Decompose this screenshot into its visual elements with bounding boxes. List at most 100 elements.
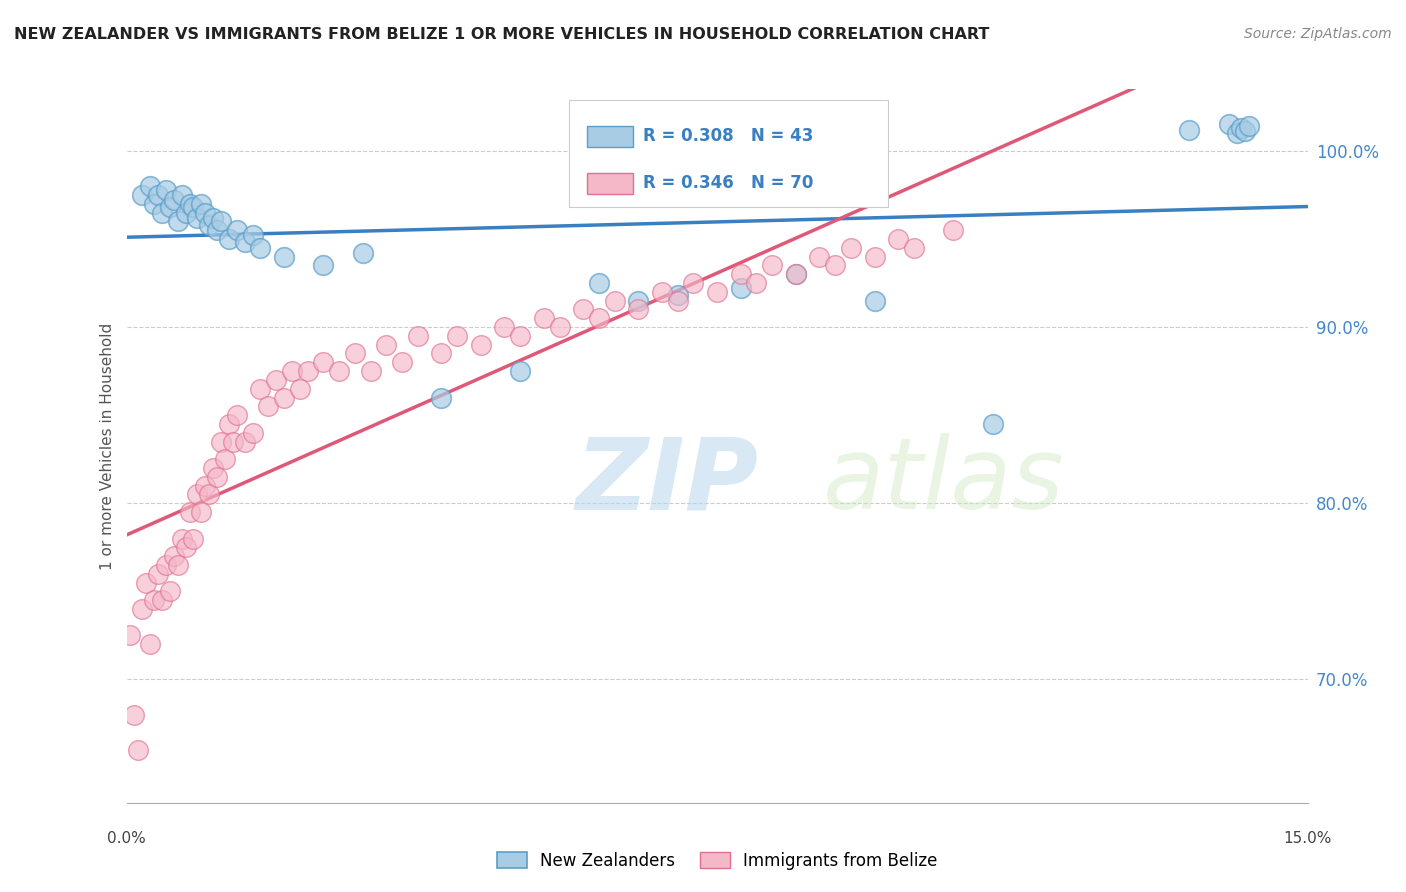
Point	[682, 276, 704, 290]
Point	[603, 293, 626, 308]
Point	[150, 593, 173, 607]
Point	[1218, 118, 1240, 132]
Point	[391, 355, 413, 369]
Point	[163, 549, 186, 563]
Point	[785, 267, 807, 281]
Point	[170, 188, 193, 202]
Point	[1229, 120, 1251, 135]
FancyBboxPatch shape	[588, 126, 633, 147]
Point	[209, 434, 232, 449]
Point	[131, 188, 153, 202]
Point	[242, 425, 264, 440]
Point	[225, 408, 247, 422]
Point	[155, 558, 177, 572]
Point	[863, 250, 886, 264]
Point	[533, 311, 555, 326]
Point	[706, 285, 728, 299]
Point	[824, 259, 846, 273]
Point	[124, 707, 146, 722]
Point	[281, 364, 304, 378]
Point	[202, 211, 225, 225]
Text: Source: ZipAtlas.com: Source: ZipAtlas.com	[1244, 27, 1392, 41]
Point	[627, 302, 650, 317]
Point	[312, 355, 335, 369]
Text: R = 0.346   N = 70: R = 0.346 N = 70	[643, 175, 813, 193]
Point	[406, 329, 429, 343]
Point	[222, 434, 245, 449]
Point	[730, 267, 752, 281]
Point	[166, 214, 188, 228]
Point	[903, 241, 925, 255]
Point	[233, 235, 256, 250]
Point	[249, 382, 271, 396]
Point	[174, 205, 197, 219]
Point	[194, 205, 217, 219]
Point	[159, 584, 181, 599]
Point	[249, 241, 271, 255]
Point	[312, 259, 335, 273]
Point	[139, 179, 162, 194]
Point	[242, 228, 264, 243]
Point	[131, 602, 153, 616]
Point	[494, 320, 516, 334]
Point	[190, 196, 212, 211]
Point	[198, 487, 221, 501]
Point	[150, 205, 173, 219]
Point	[170, 532, 193, 546]
Point	[127, 743, 149, 757]
Point	[233, 434, 256, 449]
Point	[218, 232, 240, 246]
Point	[942, 223, 965, 237]
Point	[146, 188, 169, 202]
Point	[588, 311, 610, 326]
Point	[194, 478, 217, 492]
Point	[183, 200, 205, 214]
Point	[761, 259, 783, 273]
Text: 0.0%: 0.0%	[107, 831, 146, 846]
Point	[186, 487, 208, 501]
Point	[190, 505, 212, 519]
Point	[179, 505, 201, 519]
Point	[651, 285, 673, 299]
Point	[808, 250, 831, 264]
Point	[288, 382, 311, 396]
Point	[509, 329, 531, 343]
Point	[155, 183, 177, 197]
Point	[1178, 122, 1201, 136]
Point	[257, 400, 280, 414]
Point	[183, 532, 205, 546]
Text: 15.0%: 15.0%	[1284, 831, 1331, 846]
Point	[297, 364, 319, 378]
Legend: New Zealanders, Immigrants from Belize: New Zealanders, Immigrants from Belize	[489, 846, 945, 877]
Point	[273, 391, 295, 405]
Point	[264, 373, 287, 387]
Point	[163, 193, 186, 207]
Point	[360, 364, 382, 378]
Point	[981, 417, 1004, 431]
Point	[139, 637, 162, 651]
Point	[159, 200, 181, 214]
Point	[166, 558, 188, 572]
Point	[328, 364, 350, 378]
Point	[146, 566, 169, 581]
Point	[186, 211, 208, 225]
Point	[205, 470, 228, 484]
Point	[666, 293, 689, 308]
Point	[1233, 124, 1256, 138]
Point	[343, 346, 366, 360]
Point	[174, 541, 197, 555]
Point	[179, 196, 201, 211]
Point	[205, 223, 228, 237]
Point	[214, 452, 236, 467]
Text: ZIP: ZIP	[575, 434, 758, 530]
Point	[352, 246, 374, 260]
Point	[548, 320, 571, 334]
Point	[588, 276, 610, 290]
Point	[430, 346, 453, 360]
Point	[1226, 126, 1249, 140]
Point	[209, 214, 232, 228]
Point	[730, 281, 752, 295]
Point	[218, 417, 240, 431]
Point	[430, 391, 453, 405]
Point	[509, 364, 531, 378]
